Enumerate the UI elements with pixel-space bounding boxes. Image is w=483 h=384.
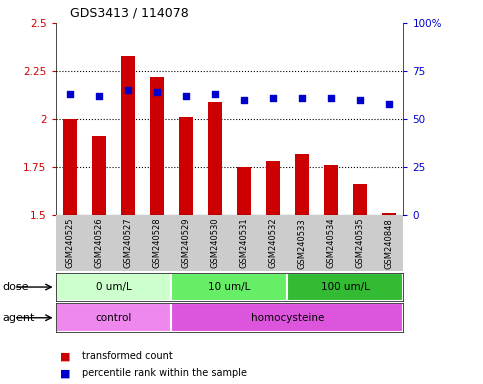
Bar bbox=[171, 273, 287, 301]
Point bbox=[356, 97, 364, 103]
Text: ■: ■ bbox=[60, 351, 71, 361]
Point bbox=[124, 87, 132, 93]
Text: percentile rank within the sample: percentile rank within the sample bbox=[82, 368, 247, 378]
Text: dose: dose bbox=[2, 282, 29, 292]
Text: GSM240534: GSM240534 bbox=[327, 218, 335, 268]
Text: 0 um/L: 0 um/L bbox=[96, 282, 131, 292]
Text: GSM240526: GSM240526 bbox=[95, 218, 103, 268]
Text: 10 um/L: 10 um/L bbox=[208, 282, 251, 292]
Point bbox=[298, 95, 306, 101]
Bar bbox=[56, 273, 171, 301]
Bar bbox=[208, 102, 222, 215]
Point bbox=[153, 89, 161, 95]
Text: GSM240533: GSM240533 bbox=[298, 218, 306, 268]
Bar bbox=[121, 56, 135, 215]
Text: GSM240848: GSM240848 bbox=[384, 218, 393, 268]
Point bbox=[240, 97, 248, 103]
Bar bbox=[287, 273, 403, 301]
Bar bbox=[266, 161, 280, 215]
Text: GSM240535: GSM240535 bbox=[355, 218, 364, 268]
Bar bbox=[56, 303, 171, 332]
Text: homocysteine: homocysteine bbox=[251, 313, 324, 323]
Text: GSM240531: GSM240531 bbox=[240, 218, 248, 268]
Text: control: control bbox=[95, 313, 132, 323]
Point bbox=[66, 91, 74, 97]
Text: transformed count: transformed count bbox=[82, 351, 173, 361]
Text: 100 um/L: 100 um/L bbox=[321, 282, 370, 292]
Bar bbox=[237, 167, 251, 215]
Bar bbox=[92, 136, 106, 215]
Bar bbox=[63, 119, 77, 215]
Text: GSM240529: GSM240529 bbox=[182, 218, 190, 268]
Bar bbox=[295, 154, 309, 215]
Text: GSM240530: GSM240530 bbox=[211, 218, 219, 268]
Point bbox=[269, 95, 277, 101]
Point bbox=[211, 91, 219, 97]
Bar bbox=[382, 213, 396, 215]
Point bbox=[95, 93, 103, 99]
Text: GSM240528: GSM240528 bbox=[153, 218, 161, 268]
Point bbox=[327, 95, 335, 101]
Text: GSM240525: GSM240525 bbox=[66, 218, 74, 268]
Bar bbox=[171, 303, 403, 332]
Bar bbox=[150, 77, 164, 215]
Text: GSM240532: GSM240532 bbox=[269, 218, 277, 268]
Bar bbox=[353, 184, 367, 215]
Text: GSM240527: GSM240527 bbox=[124, 218, 132, 268]
Point bbox=[385, 101, 393, 107]
Text: ■: ■ bbox=[60, 368, 71, 378]
Bar bbox=[179, 117, 193, 215]
Text: agent: agent bbox=[2, 313, 35, 323]
Bar bbox=[324, 165, 338, 215]
Text: GDS3413 / 114078: GDS3413 / 114078 bbox=[70, 6, 189, 19]
Point bbox=[182, 93, 190, 99]
